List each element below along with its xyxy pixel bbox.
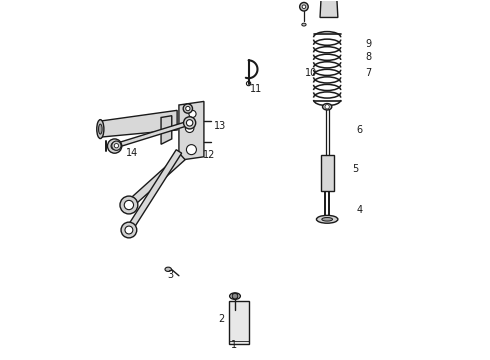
Circle shape <box>189 111 196 117</box>
Text: 1: 1 <box>231 340 237 350</box>
Circle shape <box>184 117 196 129</box>
Text: 13: 13 <box>214 121 226 131</box>
Text: 11: 11 <box>249 84 262 94</box>
Text: 2: 2 <box>219 314 225 324</box>
Ellipse shape <box>317 215 338 223</box>
Polygon shape <box>320 0 338 18</box>
Ellipse shape <box>230 293 241 299</box>
Polygon shape <box>161 116 172 144</box>
Circle shape <box>186 120 193 126</box>
Text: 8: 8 <box>365 52 371 62</box>
Ellipse shape <box>322 217 333 221</box>
Polygon shape <box>114 121 190 148</box>
Ellipse shape <box>322 104 332 110</box>
Circle shape <box>121 222 137 238</box>
Circle shape <box>111 143 118 150</box>
Circle shape <box>124 201 134 210</box>
Circle shape <box>114 144 119 148</box>
Circle shape <box>232 293 238 299</box>
Circle shape <box>300 3 308 11</box>
Circle shape <box>186 107 190 111</box>
Text: 5: 5 <box>353 164 359 174</box>
Text: 3: 3 <box>167 270 173 280</box>
Circle shape <box>186 145 196 155</box>
Circle shape <box>185 124 194 132</box>
Polygon shape <box>229 301 248 344</box>
Polygon shape <box>126 150 182 232</box>
Circle shape <box>183 104 193 113</box>
Polygon shape <box>321 155 334 191</box>
Circle shape <box>120 196 138 214</box>
Text: 9: 9 <box>365 39 371 49</box>
Circle shape <box>302 5 306 9</box>
Polygon shape <box>179 102 204 160</box>
Ellipse shape <box>302 23 306 26</box>
Polygon shape <box>126 154 185 208</box>
Text: 4: 4 <box>356 205 363 215</box>
Circle shape <box>325 105 329 109</box>
Circle shape <box>125 226 133 234</box>
Circle shape <box>112 141 121 150</box>
Ellipse shape <box>97 120 104 139</box>
Ellipse shape <box>165 267 172 271</box>
Text: 7: 7 <box>365 68 371 78</box>
Ellipse shape <box>98 124 102 134</box>
Text: 10: 10 <box>305 68 317 78</box>
Circle shape <box>107 139 122 153</box>
Text: 14: 14 <box>126 148 139 158</box>
Text: 12: 12 <box>203 150 216 160</box>
Text: 6: 6 <box>356 125 363 135</box>
Polygon shape <box>100 111 177 137</box>
